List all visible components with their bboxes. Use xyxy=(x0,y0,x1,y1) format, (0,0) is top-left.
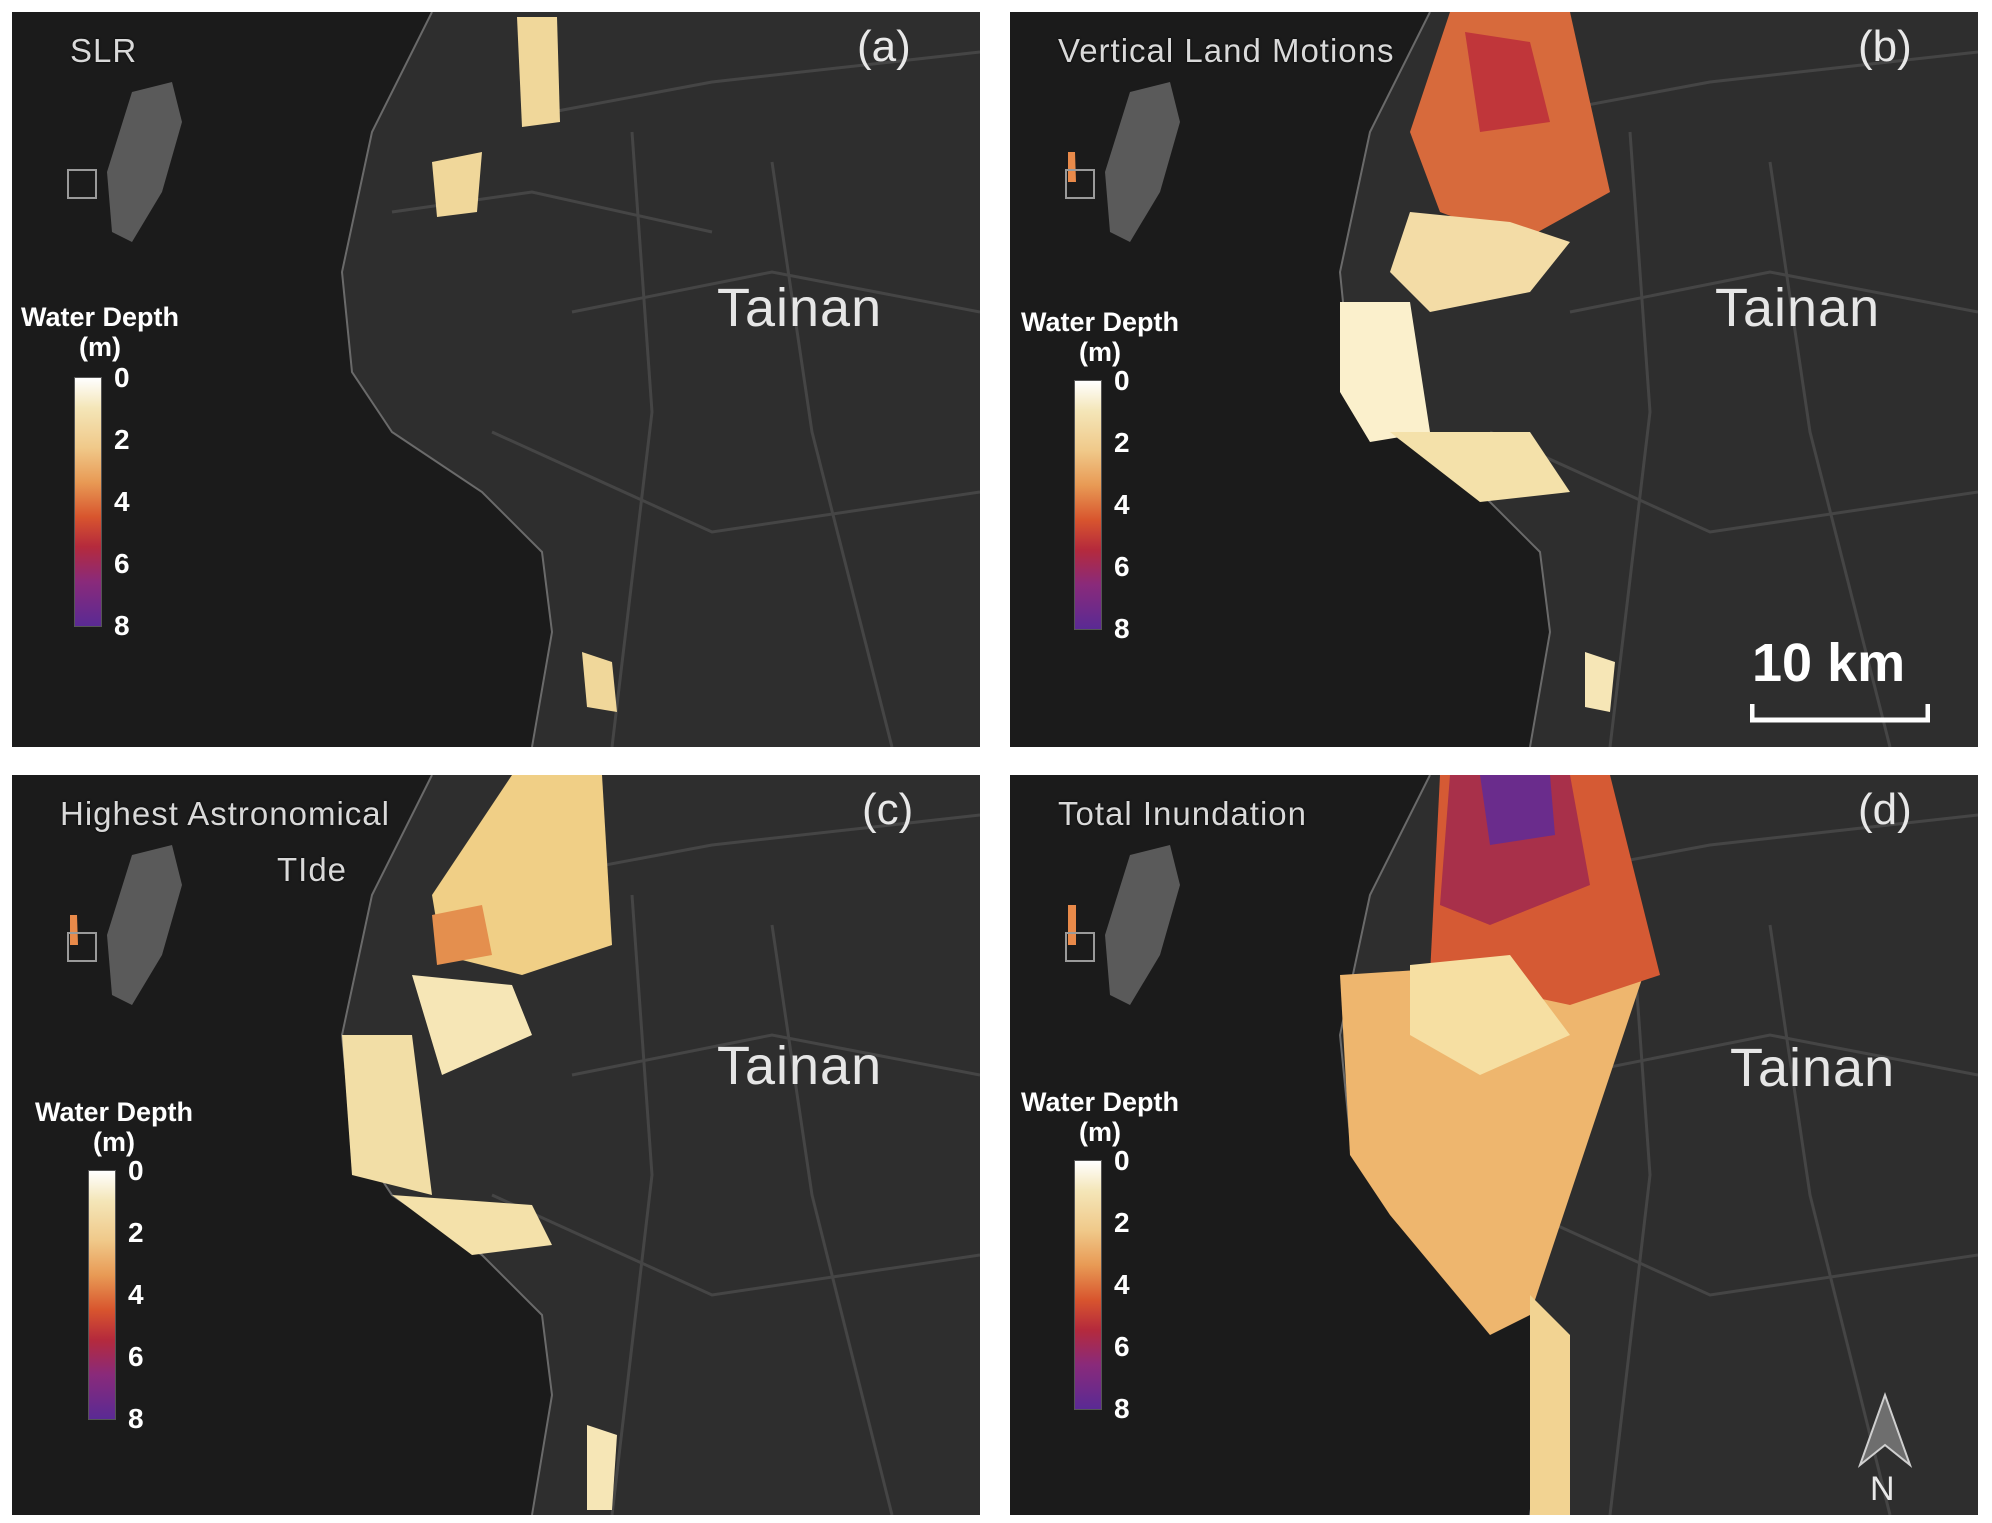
taiwan-inset xyxy=(1105,82,1180,242)
city-label: Tainan xyxy=(717,1036,883,1096)
panel-title: Total Inundation xyxy=(1058,795,1308,832)
panel-title: Vertical Land Motions xyxy=(1058,32,1395,69)
colorbar-tick: 4 xyxy=(114,486,130,517)
city-label: Tainan xyxy=(1730,1038,1896,1098)
panel-letter: (d) xyxy=(1858,785,1912,834)
inset-locator xyxy=(67,932,97,962)
legend-title: Water Depth (m) xyxy=(20,302,179,362)
road-network xyxy=(1489,50,1978,747)
panel-title: Highest Astronomical xyxy=(60,795,390,832)
city-label: Tainan xyxy=(717,278,883,338)
colorbar-tick: 2 xyxy=(128,1217,144,1248)
colorbar xyxy=(88,1170,116,1420)
map-canvas xyxy=(12,12,980,747)
inset-locator xyxy=(1065,169,1095,199)
taiwan-inset xyxy=(107,82,182,242)
scale-label: 10 km xyxy=(1752,633,1906,693)
taiwan-inset xyxy=(1105,845,1180,1005)
inset-locator xyxy=(1065,932,1095,962)
colorbar-tick: 6 xyxy=(114,548,130,579)
coast-line xyxy=(340,12,554,747)
colorbar-tick: 4 xyxy=(1114,489,1130,520)
colorbar-tick: 6 xyxy=(1114,551,1130,582)
colorbar-tick: 2 xyxy=(114,424,130,455)
colorbar-tick: 6 xyxy=(1114,1331,1130,1362)
colorbar-tick: 2 xyxy=(1114,427,1130,458)
flood-area xyxy=(1340,12,1615,712)
colorbar xyxy=(1074,1160,1102,1410)
north-label: N xyxy=(1870,1470,1895,1508)
map-canvas xyxy=(12,775,980,1515)
inset-flood xyxy=(1068,152,1076,182)
colorbar-tick: 6 xyxy=(128,1341,144,1372)
scale-bar xyxy=(1750,704,1930,723)
map-panel-b: Vertical Land Motions (b) Tainan Water D… xyxy=(1010,12,1978,747)
inset-flood xyxy=(1068,905,1076,945)
colorbar-tick: 8 xyxy=(1114,1393,1130,1424)
panel-title-line2: TIde xyxy=(277,851,348,888)
road-network xyxy=(391,50,980,747)
colorbar-tick: 0 xyxy=(114,362,130,393)
colorbar xyxy=(74,377,102,627)
panel-letter: (b) xyxy=(1858,22,1912,71)
taiwan-inset xyxy=(107,845,182,1005)
road-network xyxy=(491,813,980,1515)
legend-title: Water Depth (m) xyxy=(34,1097,193,1157)
colorbar xyxy=(1074,380,1102,630)
colorbar-tick: 8 xyxy=(1114,613,1130,644)
colorbar-tick: 4 xyxy=(1114,1269,1130,1300)
colorbar-tick: 0 xyxy=(1114,1145,1130,1176)
city-label: Tainan xyxy=(1715,278,1881,338)
map-canvas xyxy=(1010,775,1978,1515)
flood-area xyxy=(1340,775,1660,1515)
legend-title: Water Depth (m) xyxy=(1020,307,1179,367)
map-canvas xyxy=(1010,12,1978,747)
colorbar-tick: 2 xyxy=(1114,1207,1130,1238)
panel-title: SLR xyxy=(70,32,138,69)
map-panel-d: Total Inundation (d) Tainan Water Depth(… xyxy=(1010,775,1978,1515)
colorbar-tick: 8 xyxy=(114,610,130,641)
colorbar-tick: 0 xyxy=(128,1155,144,1186)
inset-flood xyxy=(70,915,78,945)
flood-area xyxy=(342,775,617,1510)
map-panel-c: Highest Astronomical TIde (c) Tainan Wat… xyxy=(12,775,980,1515)
colorbar-tick: 8 xyxy=(128,1403,144,1434)
colorbar-tick: 4 xyxy=(128,1279,144,1310)
north-arrow-icon xyxy=(1857,1392,1913,1468)
map-panel-a: SLR (a) Tainan Water Depth (m) 0 2 4 6 8 xyxy=(12,12,980,747)
panel-letter: (a) xyxy=(857,22,911,71)
colorbar-tick: 0 xyxy=(1114,365,1130,396)
legend-title: Water Depth (m) xyxy=(1020,1087,1179,1147)
inset-locator xyxy=(67,169,97,199)
flood-area xyxy=(432,17,617,712)
panel-letter: (c) xyxy=(862,785,914,834)
